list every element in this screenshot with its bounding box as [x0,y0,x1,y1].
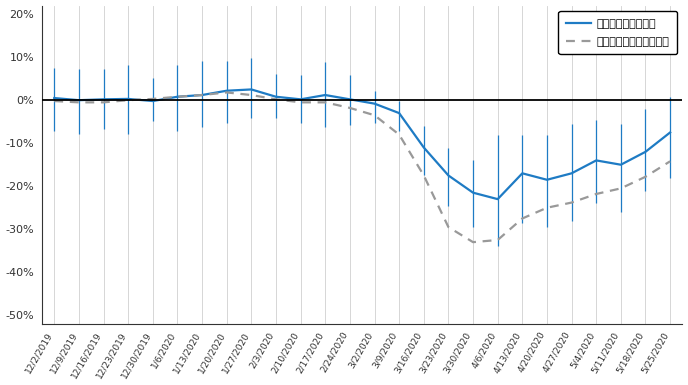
テレワーク導入企業 [518,171,526,176]
テレワーク導入企業 [469,190,477,195]
テレワーク導入企業 [247,87,255,92]
テレワーク導入企業以外 [321,100,330,105]
テレワーク導入企業以外 [543,206,551,210]
テレワーク導入企業以外 [420,173,428,178]
テレワーク導入企業 [149,99,157,103]
テレワーク導入企業 [99,97,107,102]
テレワーク導入企業 [568,171,576,176]
Line: テレワーク導入企業: テレワーク導入企業 [54,89,670,199]
テレワーク導入企業以外 [50,99,58,103]
テレワーク導入企業 [420,145,428,150]
テレワーク導入企業 [493,197,502,201]
テレワーク導入企業以外 [616,186,625,191]
テレワーク導入企業以外 [641,174,649,179]
Line: テレワーク導入企業以外: テレワーク導入企業以外 [54,92,670,242]
テレワーク導入企業以外 [592,192,601,196]
テレワーク導入企業 [50,96,58,100]
テレワーク導入企業以外 [75,100,83,105]
テレワーク導入企業 [641,149,649,154]
テレワーク導入企業 [75,98,83,102]
テレワーク導入企業以外 [223,90,231,95]
テレワーク導入企業以外 [493,238,502,242]
テレワーク導入企業 [592,158,601,163]
テレワーク導入企業 [616,162,625,167]
テレワーク導入企業以外 [297,100,305,105]
テレワーク導入企業以外 [247,93,255,97]
テレワーク導入企業 [124,97,132,101]
テレワーク導入企業 [198,93,206,97]
テレワーク導入企業以外 [568,200,576,205]
テレワーク導入企業以外 [346,105,354,110]
テレワーク導入企業以外 [173,94,182,99]
テレワーク導入企業 [223,89,231,93]
テレワーク導入企業以外 [198,93,206,97]
テレワーク導入企業 [666,130,674,135]
テレワーク導入企業以外 [444,225,453,229]
テレワーク導入企業 [173,94,182,99]
テレワーク導入企業以外 [395,132,403,137]
テレワーク導入企業以外 [518,216,526,221]
テレワーク導入企業以外 [370,113,378,117]
テレワーク導入企業以外 [469,240,477,244]
Legend: テレワーク導入企業, テレワーク導入企業以外: テレワーク導入企業, テレワーク導入企業以外 [559,11,677,54]
テレワーク導入企業 [346,97,354,102]
テレワーク導入企業 [543,177,551,182]
テレワーク導入企業 [444,173,453,178]
テレワーク導入企業以外 [124,98,132,102]
テレワーク導入企業 [321,93,330,97]
テレワーク導入企業 [370,101,378,106]
テレワーク導入企業以外 [272,97,280,102]
テレワーク導入企業以外 [99,100,107,105]
テレワーク導入企業以外 [666,159,674,164]
テレワーク導入企業 [395,111,403,116]
テレワーク導入企業 [272,94,280,99]
テレワーク導入企業 [297,97,305,102]
テレワーク導入企業以外 [149,97,157,101]
